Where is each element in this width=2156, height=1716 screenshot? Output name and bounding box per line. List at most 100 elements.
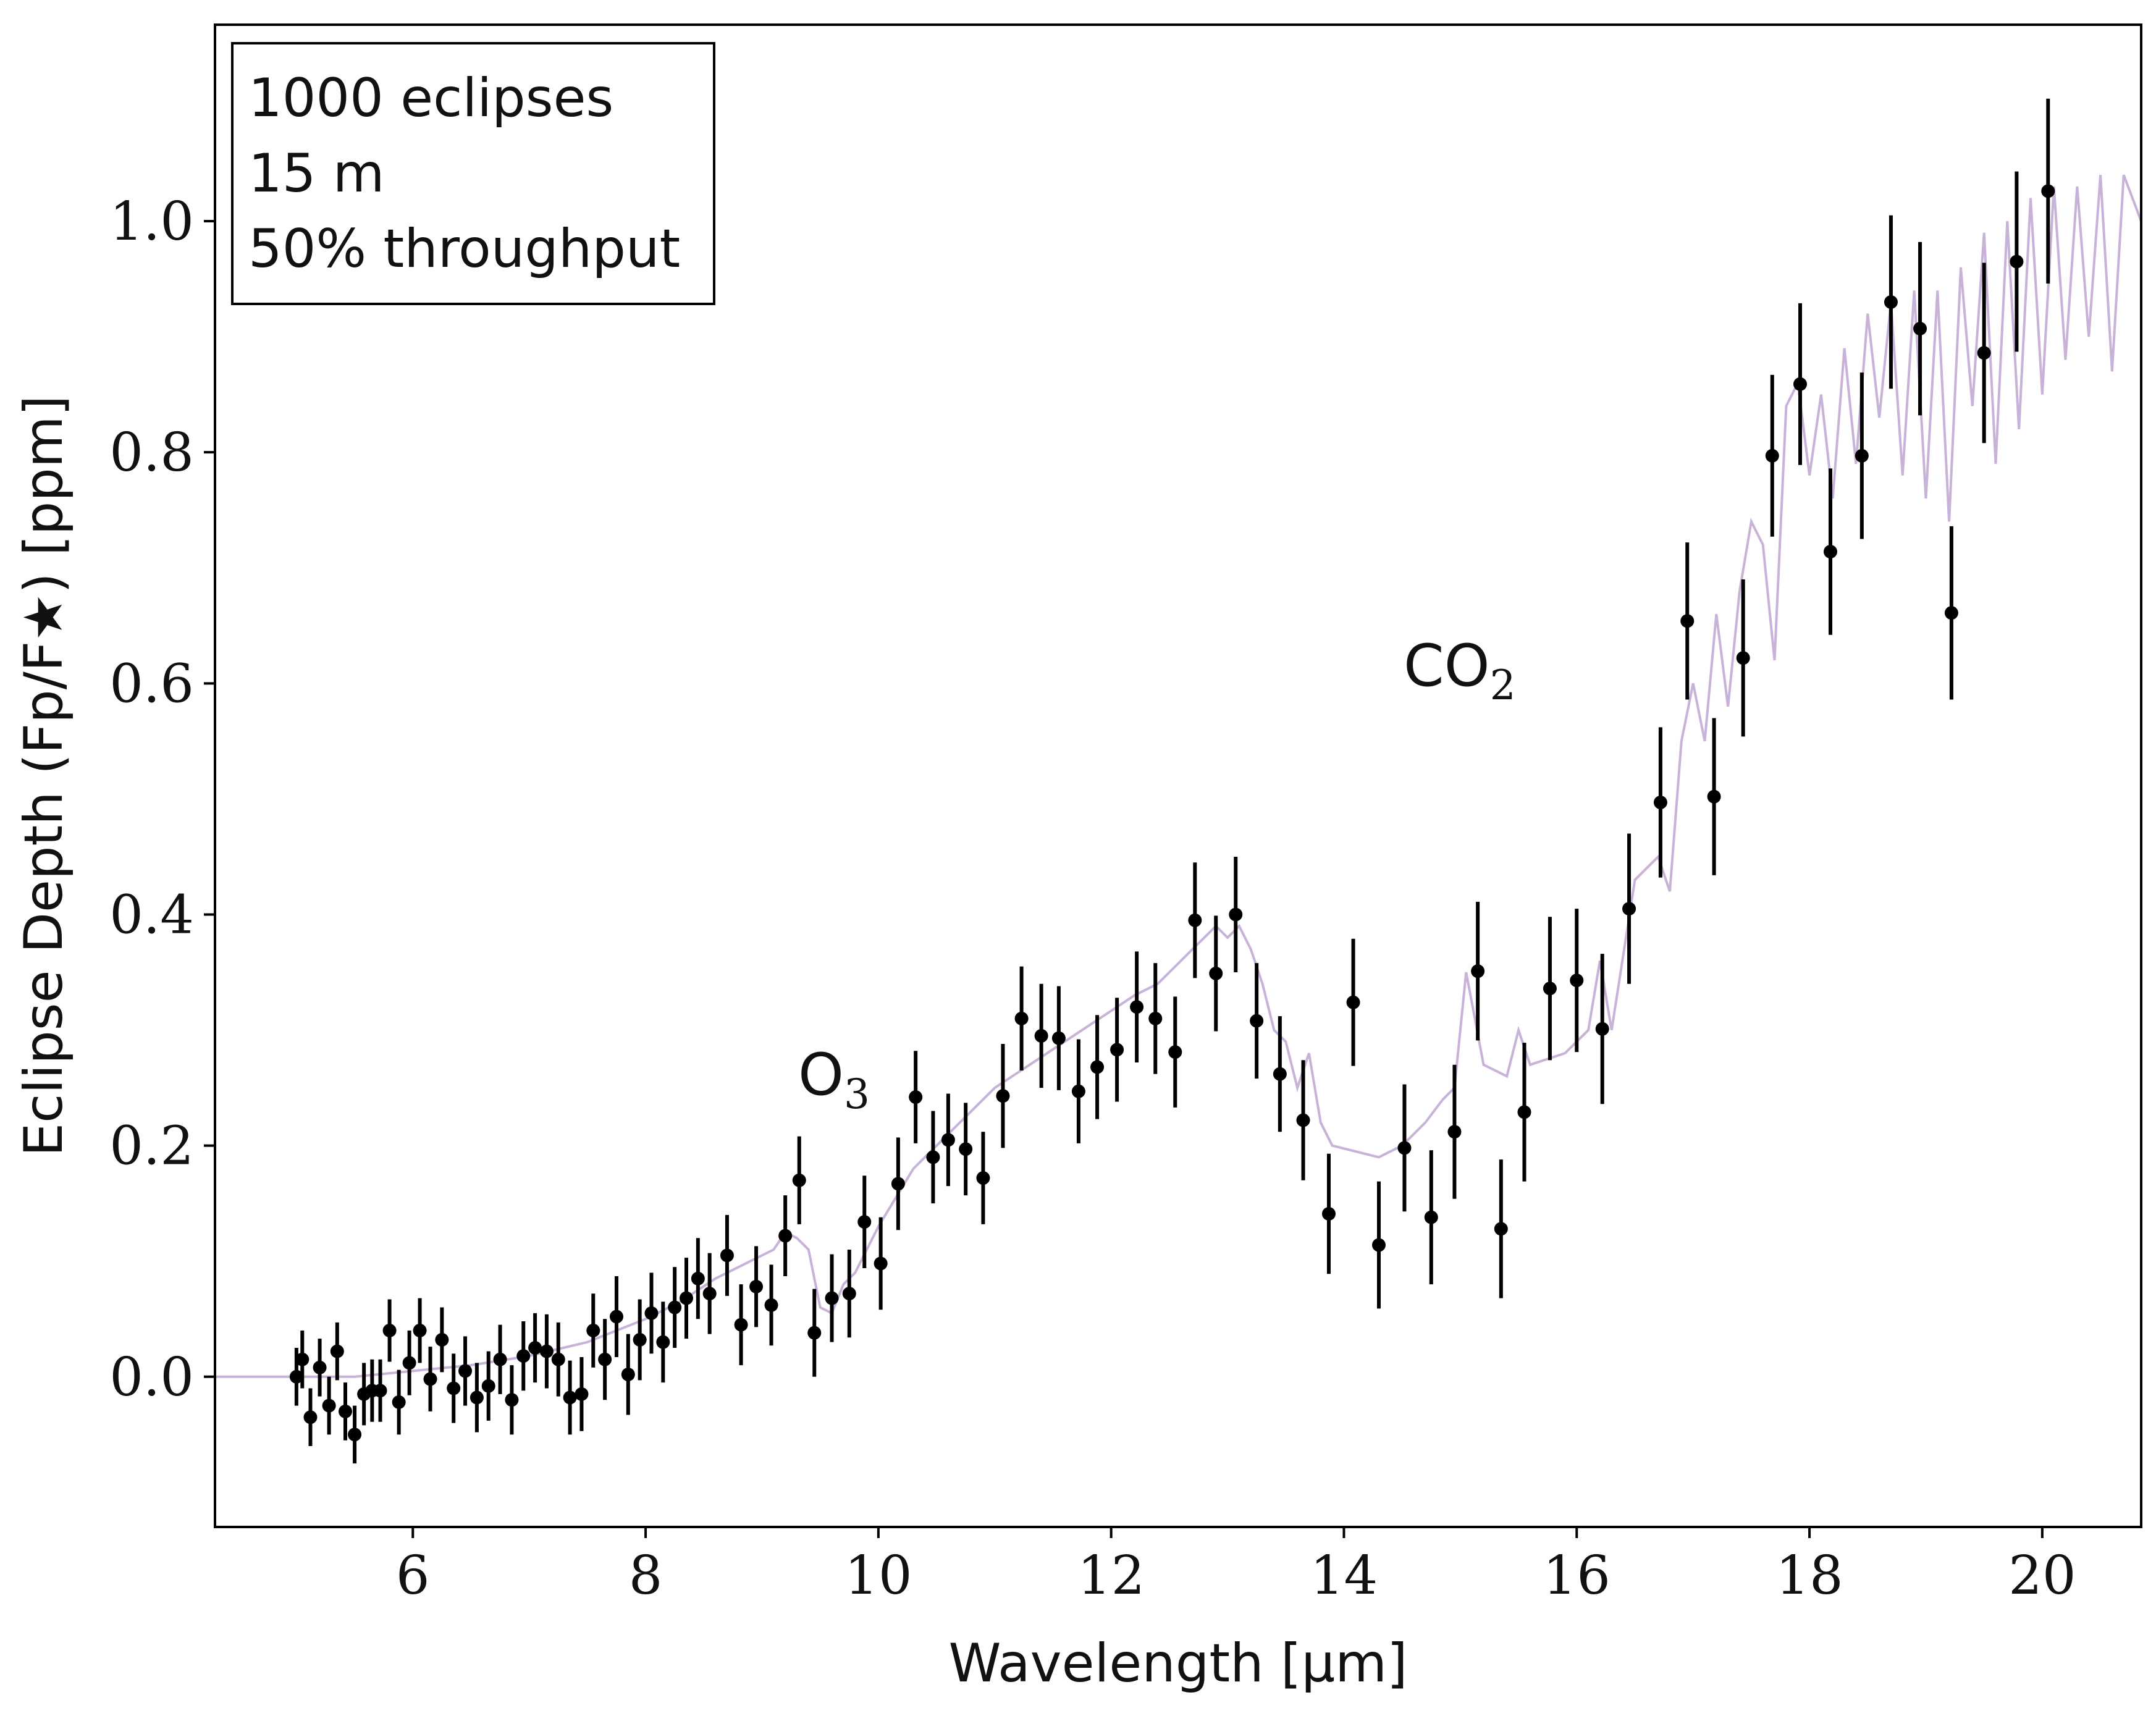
data-point (656, 1335, 670, 1349)
data-point (749, 1279, 764, 1293)
legend-line-throughput: 50% throughput (248, 218, 680, 280)
x-tick-label: 8 (629, 1545, 663, 1607)
data-points-layer (289, 98, 2055, 1464)
data-point (435, 1332, 449, 1347)
data-point (857, 1215, 872, 1229)
data-point (1653, 796, 1667, 810)
data-point (1424, 1210, 1438, 1224)
data-point (1229, 907, 1243, 922)
x-tick-label: 18 (1775, 1545, 1843, 1607)
data-point (1321, 1207, 1336, 1221)
data-point (1034, 1028, 1048, 1043)
legend-box: 1000 eclipses 15 m 50% throughput (231, 42, 715, 305)
data-point (1051, 1031, 1066, 1045)
data-point (996, 1089, 1010, 1103)
data-point (1622, 902, 1636, 916)
data-point (1110, 1043, 1124, 1057)
data-point (1793, 377, 1807, 391)
data-point (313, 1360, 327, 1374)
data-point (423, 1372, 437, 1386)
data-point (1977, 346, 1991, 360)
data-point (551, 1352, 565, 1366)
plot-frame (214, 23, 2142, 1528)
y-tick-label: 1.0 (109, 191, 194, 253)
data-point (2041, 184, 2055, 198)
data-point (702, 1287, 717, 1301)
data-point (959, 1142, 973, 1156)
data-point (470, 1390, 484, 1405)
y-tick-label: 0.0 (109, 1347, 194, 1408)
data-point (680, 1291, 694, 1305)
x-tick-label: 6 (396, 1545, 430, 1607)
annotation-o3: O3 (798, 1041, 870, 1118)
data-point (609, 1310, 623, 1324)
data-point (1884, 295, 1898, 309)
x-axis: 6 8 10 12 14 16 18 20 (396, 1527, 2076, 1607)
data-point (976, 1171, 990, 1185)
y-tick-label: 0.6 (109, 653, 194, 715)
data-point (1855, 448, 1869, 463)
data-point (909, 1090, 923, 1104)
annotation-o3-sub: 3 (844, 1070, 870, 1118)
data-point (1296, 1113, 1310, 1127)
legend-frame (231, 42, 715, 305)
x-axis-label: Wavelength [μm] (948, 1633, 1407, 1694)
data-point (621, 1368, 635, 1382)
data-point (1188, 913, 1202, 927)
data-point (481, 1379, 495, 1393)
data-point (926, 1150, 940, 1164)
data-point (720, 1248, 734, 1263)
data-point (633, 1332, 647, 1347)
y-tick-label: 0.8 (109, 422, 194, 484)
data-point (1823, 545, 1837, 559)
x-tick-label: 10 (844, 1545, 912, 1607)
data-point (505, 1393, 519, 1407)
data-point (825, 1291, 839, 1305)
legend-line-aperture: 15 m (248, 143, 385, 204)
data-point (458, 1364, 473, 1378)
data-point (1736, 651, 1750, 665)
data-point (734, 1318, 748, 1332)
data-point (1765, 448, 1779, 463)
model-spectrum-line (215, 174, 2141, 1378)
y-axis: 0.0 0.2 0.4 0.6 0.8 1.0 (109, 191, 215, 1408)
x-tick-label: 16 (1543, 1545, 1611, 1607)
data-point (1209, 966, 1223, 980)
data-point (339, 1404, 353, 1418)
data-point (891, 1177, 905, 1191)
annotation-co2-base: CO (1404, 633, 1490, 700)
data-point (1071, 1084, 1085, 1098)
data-point (1707, 789, 1721, 804)
data-point (1543, 982, 1557, 996)
annotation-o3-base: O (798, 1041, 844, 1109)
data-point (392, 1395, 406, 1409)
data-point (691, 1271, 705, 1285)
data-point (348, 1428, 362, 1442)
annotation-co2: CO2 (1404, 633, 1516, 709)
data-point (764, 1298, 778, 1312)
data-point (586, 1323, 600, 1337)
data-point (1595, 1022, 1609, 1036)
data-point (1447, 1125, 1462, 1139)
data-point (1148, 1011, 1163, 1025)
data-point (807, 1326, 822, 1340)
data-point (1913, 322, 1927, 336)
data-point (1130, 1000, 1144, 1014)
data-point (1090, 1060, 1105, 1074)
annotation-co2-sub: 2 (1490, 662, 1516, 709)
data-point (2010, 254, 2024, 269)
data-point (413, 1323, 427, 1337)
data-point (778, 1229, 793, 1243)
data-point (373, 1384, 387, 1398)
data-point (322, 1398, 336, 1413)
data-point (1680, 614, 1695, 628)
data-point (1168, 1045, 1182, 1059)
data-point (874, 1256, 888, 1271)
y-tick-label: 0.2 (109, 1116, 194, 1177)
data-point (1250, 1014, 1264, 1028)
data-point (842, 1287, 856, 1301)
data-point (598, 1352, 612, 1366)
x-tick-label: 20 (2008, 1545, 2076, 1607)
data-point (330, 1344, 344, 1358)
